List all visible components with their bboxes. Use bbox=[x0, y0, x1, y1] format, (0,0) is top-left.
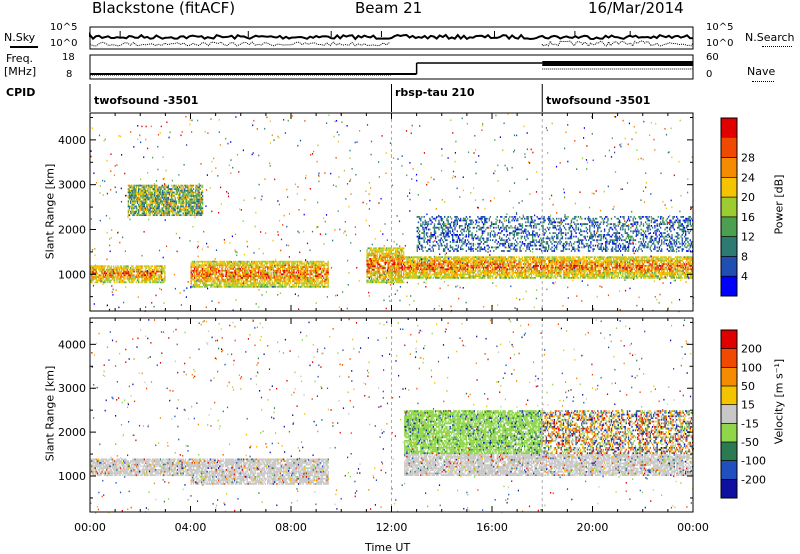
velocity-colorbar-tick-label: 200 bbox=[741, 343, 762, 356]
velocity-colorbar-swatch bbox=[721, 330, 737, 349]
velocity-colorbar-swatch bbox=[721, 461, 737, 480]
velocity-colorbar-tick-label: -100 bbox=[741, 455, 766, 468]
velocity-ytick-label: 4000 bbox=[58, 338, 86, 351]
velocity-colorbar-swatch bbox=[721, 386, 737, 405]
colorbar-label-power: Power [dB] bbox=[773, 150, 786, 260]
velocity-colorbar-swatch bbox=[721, 349, 737, 368]
velocity-echo-region bbox=[404, 410, 542, 454]
xtick-label: 16:00 bbox=[476, 521, 508, 534]
xtick-label: 12:00 bbox=[376, 521, 408, 534]
velocity-rti-panel bbox=[90, 318, 737, 514]
velocity-colorbar-swatch bbox=[721, 423, 737, 442]
power-rti-panel bbox=[90, 113, 737, 312]
power-colorbar-swatch bbox=[721, 276, 737, 296]
power-colorbar-swatch bbox=[721, 118, 737, 138]
velocity-colorbar-tick-label: -200 bbox=[741, 473, 766, 486]
velocity-ytick-label: 1000 bbox=[58, 470, 86, 483]
velocity-ytick-label: 2000 bbox=[58, 426, 86, 439]
velocity-colorbar-tick-label: -15 bbox=[741, 417, 759, 430]
velocity-colorbar-tick-label: 50 bbox=[741, 380, 755, 393]
freq-step-high-band bbox=[542, 61, 693, 66]
xtick-label: 20:00 bbox=[577, 521, 609, 534]
power-colorbar-tick-label: 16 bbox=[741, 211, 755, 224]
power-ytick-label: 2000 bbox=[58, 223, 86, 236]
x-axis-label: Time UT bbox=[365, 541, 410, 554]
nsearch-series-line bbox=[542, 41, 693, 46]
power-colorbar-tick-label: 12 bbox=[741, 231, 755, 244]
power-colorbar-swatch bbox=[721, 138, 737, 158]
power-colorbar-tick-label: 8 bbox=[741, 250, 748, 263]
power-colorbar-tick-label: 24 bbox=[741, 171, 755, 184]
velocity-colorbar-swatch bbox=[721, 405, 737, 424]
power-ytick-label: 1000 bbox=[58, 268, 86, 281]
xtick-label: 08:00 bbox=[275, 521, 307, 534]
nsearch-series-line-early bbox=[90, 42, 389, 46]
power-colorbar-swatch bbox=[721, 256, 737, 276]
velocity-colorbar-tick-label: -50 bbox=[741, 436, 759, 449]
nsky-series-line bbox=[90, 35, 693, 39]
y-axis-label-power: Slant Range [km] bbox=[44, 157, 57, 267]
power-colorbar-tick-label: 20 bbox=[741, 191, 755, 204]
colorbar-label-velocity: Velocity [m s⁻¹] bbox=[773, 347, 786, 457]
power-colorbar-swatch bbox=[721, 197, 737, 217]
power-colorbar-swatch bbox=[721, 217, 737, 237]
y-axis-label-velocity: Slant Range [km] bbox=[44, 359, 57, 469]
power-ytick-label: 4000 bbox=[58, 134, 86, 147]
velocity-colorbar-tick-label: 15 bbox=[741, 399, 755, 412]
velocity-colorbar-swatch bbox=[721, 367, 737, 386]
power-colorbar-swatch bbox=[721, 237, 737, 257]
xtick-label: 00:00 bbox=[677, 521, 709, 534]
power-ytick-label: 3000 bbox=[58, 179, 86, 192]
power-colorbar-tick-label: 28 bbox=[741, 152, 755, 165]
power-colorbar-swatch bbox=[721, 158, 737, 178]
velocity-colorbar-swatch bbox=[721, 442, 737, 461]
xtick-label: 00:00 bbox=[74, 521, 106, 534]
velocity-ytick-label: 3000 bbox=[58, 382, 86, 395]
velocity-colorbar-swatch bbox=[721, 479, 737, 498]
velocity-colorbar-tick-label: 100 bbox=[741, 361, 762, 374]
power-colorbar-tick-label: 4 bbox=[741, 270, 748, 283]
xtick-label: 04:00 bbox=[175, 521, 207, 534]
power-colorbar-swatch bbox=[721, 177, 737, 197]
